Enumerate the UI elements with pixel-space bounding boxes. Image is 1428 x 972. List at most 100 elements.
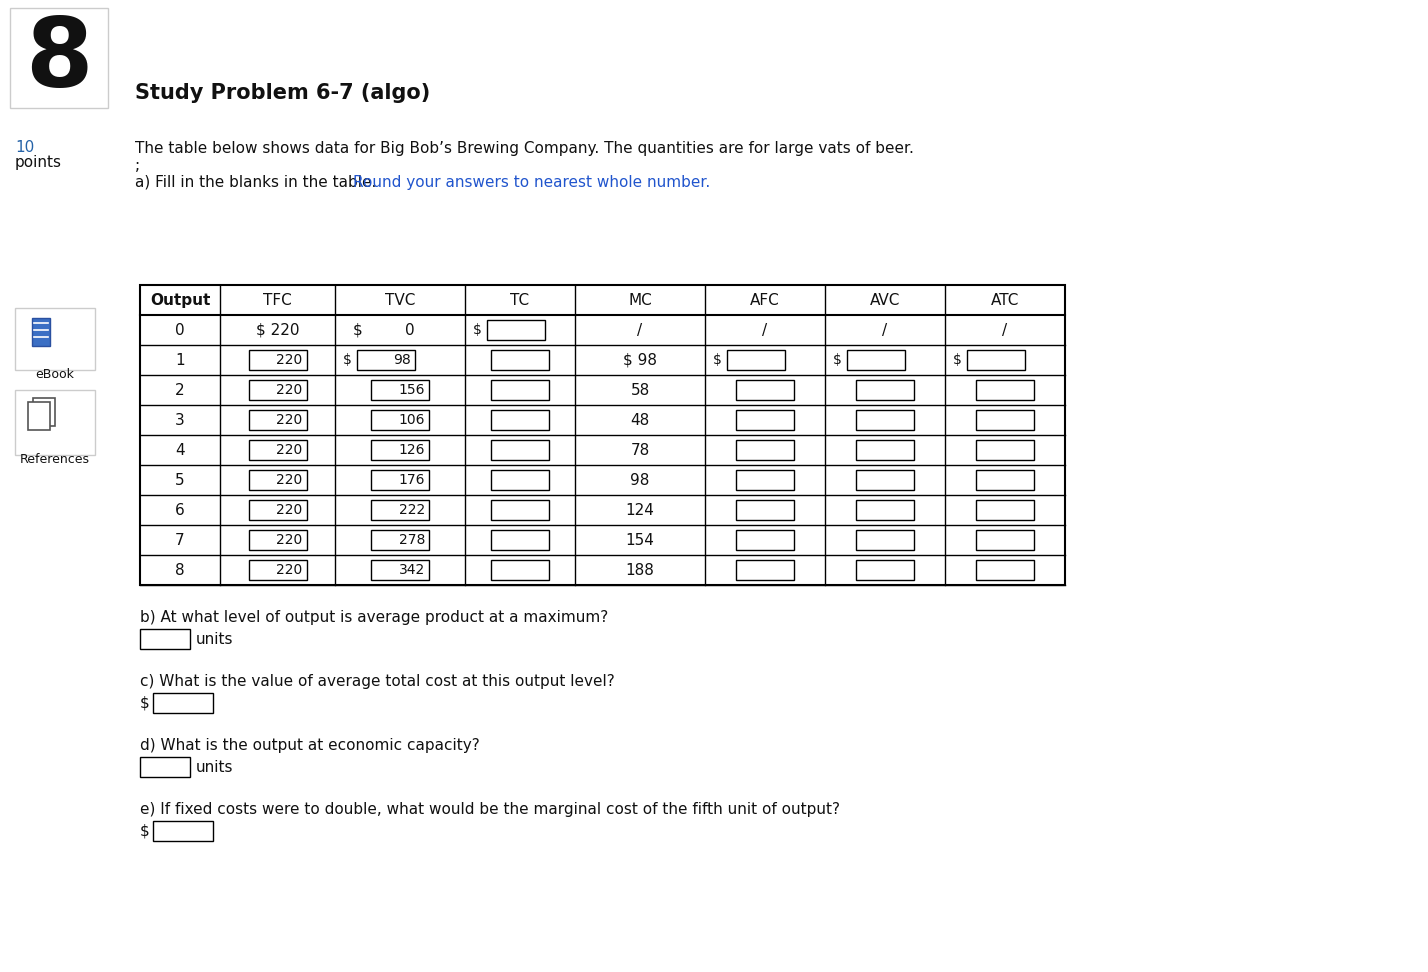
Bar	[371, 470, 428, 490]
Bar	[140, 629, 190, 649]
Bar	[491, 350, 548, 370]
Text: 58: 58	[630, 383, 650, 398]
Text: 1: 1	[176, 353, 184, 367]
Bar	[371, 500, 428, 520]
Bar	[735, 410, 794, 430]
Text: 124: 124	[625, 503, 654, 517]
Bar	[855, 560, 914, 580]
Text: d) What is the output at economic capacity?: d) What is the output at economic capaci…	[140, 738, 480, 752]
Text: Output: Output	[150, 293, 210, 307]
Text: 98: 98	[393, 353, 411, 367]
Text: 106: 106	[398, 413, 426, 427]
Bar	[735, 470, 794, 490]
Text: b) At what level of output is average product at a maximum?: b) At what level of output is average pr…	[140, 609, 608, 624]
Text: TFC: TFC	[263, 293, 291, 307]
Bar	[855, 440, 914, 460]
Text: $ 220: $ 220	[256, 323, 300, 337]
Bar	[248, 470, 307, 490]
Text: ATC: ATC	[991, 293, 1020, 307]
Bar	[491, 530, 548, 550]
Text: /: /	[883, 323, 888, 337]
Bar	[248, 560, 307, 580]
Bar	[855, 380, 914, 400]
Text: eBook: eBook	[36, 367, 74, 380]
Bar	[140, 285, 1065, 585]
Text: Round your answers to nearest whole number.: Round your answers to nearest whole numb…	[353, 175, 710, 190]
Text: MC: MC	[628, 293, 651, 307]
Text: 220: 220	[276, 383, 303, 397]
Bar	[31, 318, 50, 346]
Text: TVC: TVC	[384, 293, 416, 307]
Text: 48: 48	[630, 412, 650, 428]
Bar	[975, 410, 1034, 430]
Text: AVC: AVC	[870, 293, 900, 307]
Bar	[735, 440, 794, 460]
Text: 220: 220	[276, 503, 303, 517]
Text: $: $	[140, 823, 150, 839]
Bar	[153, 693, 213, 713]
Bar	[10, 8, 109, 108]
Bar	[16, 390, 96, 455]
Text: 220: 220	[276, 413, 303, 427]
Text: 222: 222	[398, 503, 426, 517]
Text: 220: 220	[276, 563, 303, 577]
Bar	[248, 350, 307, 370]
Bar	[491, 560, 548, 580]
Bar	[491, 470, 548, 490]
Text: 342: 342	[398, 563, 426, 577]
Text: 220: 220	[276, 533, 303, 547]
Text: a) Fill in the blanks in the table.: a) Fill in the blanks in the table.	[136, 175, 381, 190]
Bar	[855, 530, 914, 550]
Text: 278: 278	[398, 533, 426, 547]
Text: 220: 220	[276, 473, 303, 487]
Bar	[29, 402, 50, 430]
Text: 156: 156	[398, 383, 426, 397]
Text: points: points	[16, 156, 61, 170]
Bar	[248, 380, 307, 400]
Bar	[491, 500, 548, 520]
Text: AFC: AFC	[750, 293, 780, 307]
Bar	[248, 410, 307, 430]
Text: The table below shows data for Big Bob’s Brewing Company. The quantities are for: The table below shows data for Big Bob’s…	[136, 141, 914, 156]
Text: 4: 4	[176, 442, 184, 458]
Text: units: units	[196, 759, 234, 775]
Bar	[153, 821, 213, 841]
Text: Study Problem 6-7 (algo): Study Problem 6-7 (algo)	[136, 83, 430, 103]
Text: TC: TC	[510, 293, 530, 307]
Bar	[491, 380, 548, 400]
Bar	[140, 757, 190, 777]
Bar	[371, 530, 428, 550]
Text: 0: 0	[406, 323, 414, 337]
Bar	[975, 500, 1034, 520]
Text: 2: 2	[176, 383, 184, 398]
Bar	[735, 560, 794, 580]
Bar	[735, 380, 794, 400]
Text: /: /	[763, 323, 768, 337]
Text: 220: 220	[276, 443, 303, 457]
Text: 7: 7	[176, 533, 184, 547]
Bar	[975, 380, 1034, 400]
Bar	[735, 530, 794, 550]
Bar	[855, 470, 914, 490]
Text: 5: 5	[176, 472, 184, 488]
Bar	[967, 350, 1025, 370]
Text: 78: 78	[630, 442, 650, 458]
Bar	[975, 560, 1034, 580]
Text: $: $	[140, 696, 150, 711]
Bar	[371, 560, 428, 580]
Text: /: /	[1002, 323, 1008, 337]
Text: 3: 3	[176, 412, 184, 428]
Bar	[855, 500, 914, 520]
Text: 0: 0	[176, 323, 184, 337]
Text: 220: 220	[276, 353, 303, 367]
Text: $: $	[952, 353, 962, 367]
Bar	[847, 350, 905, 370]
Bar	[248, 530, 307, 550]
Bar	[33, 398, 56, 426]
Text: $ 98: $ 98	[623, 353, 657, 367]
Bar	[855, 410, 914, 430]
Text: e) If fixed costs were to double, what would be the marginal cost of the fifth u: e) If fixed costs were to double, what w…	[140, 802, 840, 816]
Text: $: $	[713, 353, 723, 367]
Text: 126: 126	[398, 443, 426, 457]
Bar	[727, 350, 785, 370]
